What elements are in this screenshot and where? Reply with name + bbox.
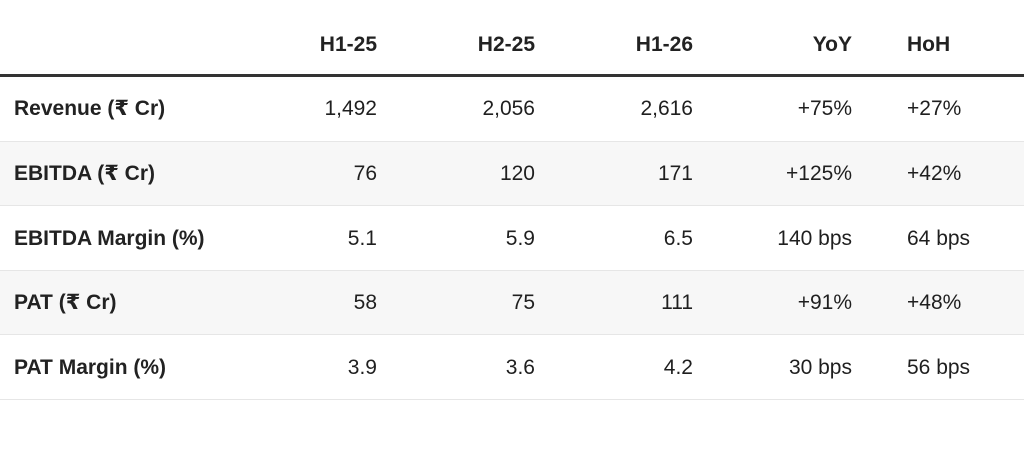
column-header: H1-25 — [319, 33, 377, 56]
table-cell: 171 — [657, 161, 693, 185]
table-cell: 3.6 — [505, 355, 535, 379]
column-header: HoH — [907, 33, 951, 56]
table-cell: 3.9 — [347, 355, 377, 379]
table-cell: 56 bps — [907, 355, 971, 379]
table-cell: +75% — [797, 97, 852, 121]
table-row — [0, 335, 1024, 400]
table-row — [0, 77, 1024, 142]
table-cell: +42% — [907, 161, 962, 185]
table-cell: 75 — [511, 291, 535, 315]
row-label: EBITDA Margin (%) — [14, 226, 205, 250]
table-row — [0, 270, 1024, 336]
table-cell: 111 — [661, 291, 693, 315]
table-cell: 120 — [499, 161, 535, 185]
table-cell: 4.2 — [663, 355, 693, 379]
column-header: YoY — [812, 33, 852, 56]
table-cell: 76 — [353, 161, 377, 185]
table-cell: +125% — [786, 161, 852, 185]
row-label: PAT (₹ Cr) — [14, 291, 117, 315]
table-cell: 6.5 — [663, 226, 693, 250]
row-label: Revenue (₹ Cr) — [14, 97, 166, 121]
table-row — [0, 141, 1024, 207]
table-cell: +27% — [907, 97, 962, 121]
table-cell: +48% — [907, 291, 962, 315]
row-label: EBITDA (₹ Cr) — [14, 161, 155, 185]
column-header: H1-26 — [635, 33, 693, 56]
table-cell: 1,492 — [324, 97, 377, 121]
column-header: H2-25 — [477, 33, 535, 56]
header-rule — [0, 74, 1024, 77]
table-cell: +91% — [797, 291, 852, 315]
table-cell: 58 — [353, 291, 377, 315]
table-cell: 2,056 — [482, 97, 535, 121]
table-cell: 140 bps — [777, 226, 852, 250]
row-label: PAT Margin (%) — [14, 355, 167, 379]
table-cell: 2,616 — [640, 97, 693, 121]
table-cell: 30 bps — [788, 355, 852, 379]
table-cell: 5.1 — [347, 226, 377, 250]
table-cell: 64 bps — [907, 226, 971, 250]
table-cell: 5.9 — [505, 226, 535, 250]
table-row — [0, 206, 1024, 271]
